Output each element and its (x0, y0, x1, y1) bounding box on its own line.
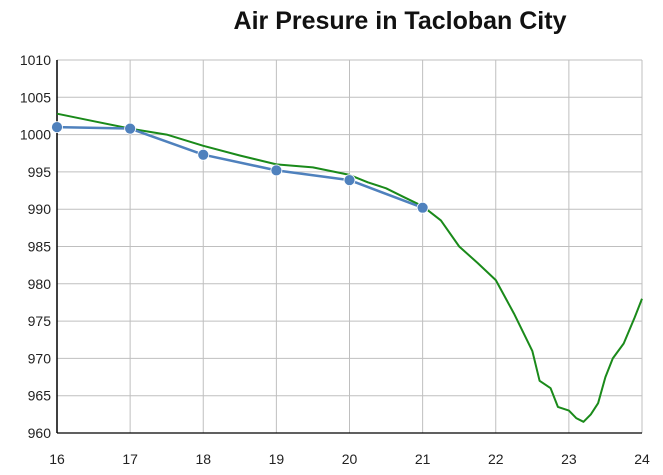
series-1-point (270, 164, 283, 177)
series-1-point (197, 148, 210, 161)
y-tick-label: 985 (28, 239, 52, 255)
series-1-point (124, 122, 137, 135)
chart-title: Air Presure in Tacloban City (233, 7, 567, 35)
x-tick-label: 19 (269, 451, 285, 467)
y-tick-label: 960 (28, 425, 52, 441)
x-tick-label: 16 (49, 451, 65, 467)
series-1-point (343, 174, 356, 187)
x-tick-label: 23 (561, 451, 577, 467)
y-tick-label: 995 (28, 164, 52, 180)
y-tick-label: 965 (28, 388, 52, 404)
series-1-point (416, 201, 429, 214)
grid-layer (56, 59, 643, 434)
x-tick-label: 24 (634, 451, 650, 467)
series-1-line (56, 125, 424, 209)
y-tick-label: 1005 (20, 89, 51, 105)
y-tick-label: 1000 (20, 127, 51, 143)
y-tick-label: 975 (28, 313, 52, 329)
x-tick-label: 21 (415, 451, 431, 467)
x-tick-label: 18 (195, 451, 211, 467)
series-layer (51, 112, 643, 423)
y-tick-label: 1010 (20, 52, 51, 68)
x-tick-label: 20 (342, 451, 358, 467)
tick-labels: 960 965 970 975 980 985 990 995 1000 1005 1010 16 17… (20, 52, 650, 467)
series-0-line (56, 112, 643, 423)
y-tick-label: 980 (28, 276, 52, 292)
x-tick-label: 22 (488, 451, 504, 467)
series-1-point (51, 121, 63, 134)
y-tick-label: 990 (28, 201, 52, 217)
y-tick-label: 970 (28, 350, 52, 366)
x-tick-label: 17 (122, 451, 138, 467)
